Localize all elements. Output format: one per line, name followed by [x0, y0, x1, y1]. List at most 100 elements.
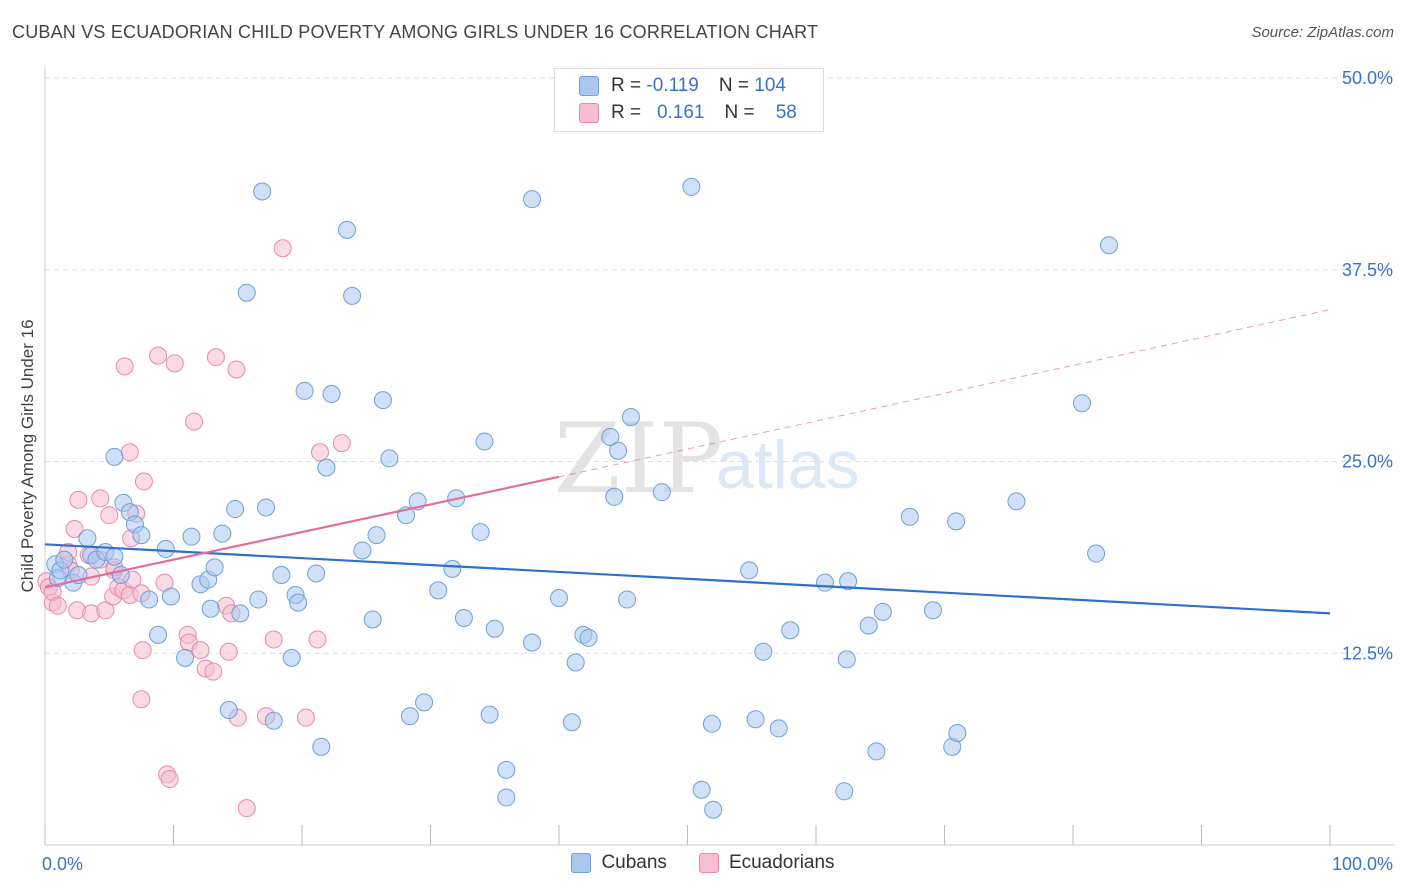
legend-row-cubans: R = -0.119 N = 104: [579, 73, 786, 99]
ecuadorian-point: [273, 239, 292, 258]
cuban-point: [652, 483, 671, 502]
cuban-point: [704, 800, 723, 819]
legend-n-value: 104: [754, 75, 786, 96]
cuban-point: [859, 616, 878, 635]
watermark-atlas: atlas: [716, 427, 860, 503]
ecuadorian-point: [332, 434, 351, 453]
cuban-point: [429, 581, 448, 600]
ecuadorian-point: [134, 472, 153, 491]
legend-swatch-cubans: [571, 853, 592, 873]
cuban-point: [105, 547, 124, 566]
cuban-point: [740, 561, 759, 580]
ecuadorian-point: [185, 412, 204, 431]
cuban-point: [307, 564, 326, 583]
cuban-point: [815, 573, 834, 592]
cuban-point: [1072, 394, 1091, 413]
legend-label-ecuadorians: Ecuadorians: [728, 852, 835, 873]
cuban-point: [149, 625, 168, 644]
cuban-point: [1087, 544, 1106, 563]
legend-r-label: R =: [611, 75, 642, 96]
cuban-point: [353, 541, 372, 560]
cuban-point: [272, 566, 291, 585]
trend-lines: [44, 309, 1331, 615]
axes: [44, 68, 1395, 846]
cuban-point: [454, 608, 473, 627]
cuban-point: [839, 572, 858, 591]
cuban-point: [867, 742, 886, 761]
cuban-point: [343, 286, 362, 305]
cuban-point: [295, 381, 314, 400]
cuban-point: [156, 539, 175, 558]
ecuadorian-point: [206, 348, 225, 367]
legend-item-ecuadorians: Ecuadorians: [698, 852, 835, 874]
ecuadorian-point: [237, 799, 256, 818]
cuban-point: [873, 602, 892, 621]
cuban-point: [140, 590, 159, 609]
cuban-point: [769, 719, 788, 738]
ecuadorian-point: [296, 708, 315, 727]
cuban-points: [46, 177, 1118, 819]
cuban-point: [480, 705, 499, 724]
cuban-point: [692, 780, 711, 799]
legend-n-label: N =: [718, 75, 749, 96]
x-tick-label-min: 0.0%: [42, 854, 83, 874]
correlation-legend: R = -0.119 N = 104 R = 0.161 N = 58: [554, 68, 824, 132]
cuban-point: [1007, 492, 1026, 511]
cuban-point: [566, 653, 585, 672]
ecuadorian-point: [219, 642, 238, 661]
grid-lines: [45, 77, 1395, 654]
y-tick-label: 50.0%: [1342, 68, 1393, 88]
cuban-point: [947, 512, 966, 531]
ecuadorian-point: [91, 489, 110, 508]
cuban-point: [562, 713, 581, 732]
cuban-point: [176, 648, 195, 667]
cuban-point: [497, 760, 516, 779]
cuban-point: [237, 283, 256, 302]
legend-r-value: 0.161: [656, 102, 705, 123]
cuban-point: [337, 220, 356, 239]
y-tick-label: 37.5%: [1342, 260, 1393, 280]
cuban-point: [682, 177, 701, 196]
ecuadorian-point: [96, 601, 115, 620]
cuban-point: [253, 182, 272, 201]
cuban-point: [702, 714, 721, 733]
chart-title: CUBAN VS ECUADORIAN CHILD POVERTY AMONG …: [12, 22, 819, 42]
legend-label-cubans: Cubans: [601, 852, 667, 873]
cuban-point: [226, 500, 245, 519]
cuban-point: [132, 526, 151, 545]
cuban-point: [322, 385, 341, 404]
cuban-point: [609, 441, 628, 460]
cuban-point: [264, 711, 283, 730]
cuban-point: [213, 524, 232, 543]
cuban-point: [161, 587, 180, 606]
cuban-point: [257, 498, 276, 517]
y-tick-label: 25.0%: [1342, 452, 1393, 472]
y-tick-label: 12.5%: [1342, 643, 1393, 663]
cuban-point: [835, 782, 854, 801]
legend-item-cubans: Cubans: [571, 852, 667, 874]
ecuadorian-point: [264, 630, 283, 649]
cuban-point: [219, 701, 238, 720]
cuban-point: [55, 550, 74, 569]
ecuadorian-point: [69, 490, 88, 509]
ecuadorian-point: [133, 641, 152, 660]
legend-swatch-ecuadorians: [698, 853, 719, 873]
ecuadorian-point: [115, 357, 134, 376]
cuban-point: [550, 589, 568, 608]
legend-row-ecuadorians: R = 0.161 N = 58: [579, 100, 797, 126]
x-tick-label-max: 100.0%: [1332, 854, 1393, 874]
ecuadorian-point: [191, 641, 210, 660]
cuban-point: [400, 707, 419, 726]
legend-r-label: R =: [611, 102, 642, 123]
cuban-point: [923, 601, 942, 620]
cuban-point: [618, 590, 637, 609]
cuban-point: [523, 633, 542, 652]
cuban-point: [182, 527, 201, 546]
cuban-point: [605, 487, 624, 506]
cuban-point: [579, 628, 598, 647]
cuban-point: [312, 737, 331, 756]
cuban-point: [373, 391, 392, 410]
cuban-point: [754, 642, 773, 661]
